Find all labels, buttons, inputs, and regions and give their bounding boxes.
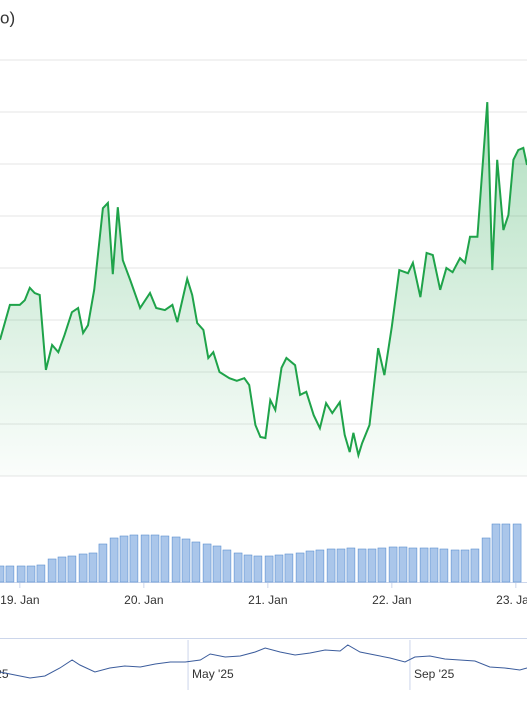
bar	[160, 535, 170, 583]
bar	[253, 555, 263, 583]
chart-title: o)	[0, 8, 15, 27]
bar	[346, 547, 356, 583]
bar	[450, 549, 460, 583]
bar	[191, 541, 201, 583]
bar	[481, 537, 491, 583]
x-tick-label: 19. Jan	[0, 593, 39, 607]
bar	[336, 548, 346, 583]
bar	[57, 556, 67, 583]
line	[0, 644, 527, 679]
bar	[171, 536, 181, 583]
bar	[429, 547, 439, 583]
bar	[439, 548, 449, 583]
bar	[501, 523, 511, 583]
bar	[119, 535, 129, 583]
bar	[274, 554, 284, 583]
bar	[357, 548, 367, 583]
x-tick-label: May '25	[192, 667, 234, 681]
bar	[47, 558, 57, 583]
bar	[222, 549, 232, 583]
bar	[295, 552, 305, 583]
area	[0, 102, 527, 476]
bar	[419, 547, 429, 583]
bar	[264, 555, 274, 583]
bar	[491, 523, 501, 583]
bar	[284, 553, 294, 583]
x-tick-label: Jan '25	[0, 667, 9, 681]
bar	[181, 538, 191, 583]
bar	[36, 564, 46, 583]
bar	[16, 565, 26, 583]
bar	[109, 537, 119, 583]
bar	[470, 548, 480, 583]
bar	[88, 552, 98, 583]
x-tick-label: 23. Jan	[496, 593, 527, 607]
line	[0, 102, 527, 460]
bar	[305, 550, 315, 583]
x-tick-label: Sep '25	[414, 667, 455, 681]
bar	[326, 548, 336, 583]
x-tick-label: 22. Jan	[372, 593, 411, 607]
bar	[5, 565, 15, 583]
bar	[0, 565, 5, 583]
bar	[140, 534, 150, 583]
bar	[212, 545, 222, 583]
bar	[233, 552, 243, 583]
bar	[78, 553, 88, 583]
x-tick-label: 21. Jan	[248, 593, 287, 607]
bar	[460, 549, 470, 583]
bar	[67, 555, 77, 583]
bar	[243, 554, 253, 583]
bar	[512, 523, 522, 583]
bar	[367, 548, 377, 583]
bar	[150, 534, 160, 583]
bar	[377, 547, 387, 583]
bar	[98, 543, 108, 583]
x-tick-label: 20. Jan	[124, 593, 163, 607]
bar	[315, 549, 325, 583]
bar	[129, 534, 139, 583]
bar	[408, 547, 418, 583]
bar	[388, 546, 398, 583]
bar	[398, 546, 408, 583]
bar	[202, 543, 212, 583]
bar	[26, 565, 36, 583]
